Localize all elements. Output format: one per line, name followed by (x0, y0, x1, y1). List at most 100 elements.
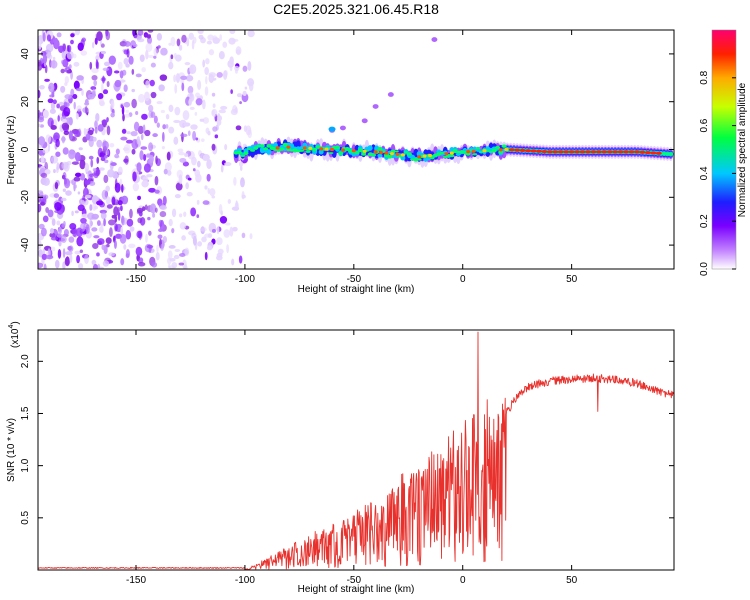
signal-band-cell (439, 151, 445, 154)
noise-blob (171, 227, 175, 234)
noise-blob (150, 111, 156, 119)
noise-blob (149, 79, 155, 87)
stray-blob (431, 37, 438, 42)
noise-blob (211, 92, 216, 97)
noise-blob (196, 199, 200, 205)
noise-blob (62, 188, 66, 192)
noise-blob (123, 101, 131, 108)
noise-blob (149, 203, 157, 214)
noise-blob (211, 108, 218, 117)
signal-core-cell (422, 154, 427, 158)
noise-blob (224, 143, 228, 151)
noise-blob (163, 168, 168, 175)
noise-blob (101, 82, 104, 93)
signal-band-cell (485, 149, 491, 152)
noise-blob (204, 86, 209, 96)
svg-text:(x104): (x104) (8, 321, 21, 348)
noise-blob (95, 112, 100, 122)
noise-blob (192, 130, 197, 141)
noise-blob (74, 250, 81, 255)
noise-blob (186, 191, 193, 197)
noise-blob (219, 215, 228, 224)
noise-blob (207, 187, 210, 195)
noise-blob (60, 68, 65, 74)
colorbar-label: Normalized spectral amplitude (737, 82, 748, 217)
noise-blob (117, 166, 123, 176)
noise-blob (38, 39, 42, 50)
noise-blob (129, 226, 135, 232)
noise-blob (189, 64, 197, 75)
noise-blob (222, 41, 228, 48)
noise-blob (77, 42, 84, 51)
signal-band-cell (236, 150, 242, 155)
signal-core-cell (362, 149, 367, 153)
noise-blob (56, 220, 61, 226)
noise-blob (111, 196, 116, 206)
noise-blob (55, 151, 61, 157)
noise-blob (186, 37, 190, 47)
noise-blob (79, 249, 84, 254)
noise-blob (132, 171, 137, 182)
noise-blob (133, 121, 140, 132)
noise-blob (50, 236, 59, 241)
noise-blob (61, 161, 69, 170)
noise-blob (168, 61, 174, 70)
noise-blob (132, 30, 136, 37)
noise-blob (174, 248, 181, 253)
noise-blob (204, 185, 208, 190)
noise-blob (162, 195, 167, 206)
signal-band-cell (312, 147, 318, 152)
noise-blob (80, 199, 85, 203)
signal-core-cell (546, 150, 553, 154)
noise-blob (218, 203, 223, 215)
noise-blob (97, 124, 104, 132)
noise-blob (124, 155, 129, 165)
noise-blob (62, 43, 65, 53)
noise-blob (157, 45, 161, 49)
noise-blob (125, 229, 132, 240)
signal-core-cell (595, 150, 602, 154)
signal-core-cell (525, 149, 532, 153)
noise-blob (155, 155, 158, 165)
noise-blob (157, 234, 163, 239)
noise-blob (165, 114, 170, 120)
noise-blob (205, 76, 208, 85)
noise-blob (103, 61, 111, 67)
noise-blob (81, 213, 89, 219)
noise-blob (71, 210, 74, 216)
noise-blob (91, 75, 98, 81)
noise-blob (52, 99, 57, 105)
noise-blob (95, 58, 99, 70)
noise-blob (58, 101, 64, 106)
noise-blob (173, 119, 181, 124)
noise-blob (42, 177, 50, 186)
noise-blob (123, 57, 129, 65)
noise-blob (197, 30, 204, 35)
y-tick-label: 20 (20, 96, 31, 108)
colorbar-gradient (712, 30, 736, 269)
noise-blob (64, 124, 70, 129)
noise-blob (38, 89, 41, 99)
noise-blob (195, 137, 199, 141)
stray-blob (361, 118, 368, 124)
noise-blob (155, 251, 160, 261)
signal-band-cell (263, 147, 269, 151)
noise-blob (68, 130, 73, 141)
noise-blob (242, 90, 247, 96)
noise-blob (131, 68, 135, 75)
noise-blob (100, 157, 106, 162)
noise-blob (206, 158, 212, 170)
signal-core-cell (351, 149, 356, 153)
noise-blob (94, 120, 98, 129)
noise-blob (123, 244, 127, 250)
spectrogram-panel: -150 -100 -50 0 50 -40 -20 0 20 40 Height of str… (6, 29, 675, 295)
noise-blob (62, 261, 66, 269)
noise-blob (202, 200, 210, 205)
noise-blob (73, 61, 80, 67)
snr-scale-exponent: 4 (8, 325, 15, 329)
noise-blob (38, 203, 42, 213)
noise-blob (185, 75, 194, 82)
noise-blob (74, 152, 81, 162)
noise-blob (63, 178, 71, 189)
noise-blob (160, 243, 164, 251)
